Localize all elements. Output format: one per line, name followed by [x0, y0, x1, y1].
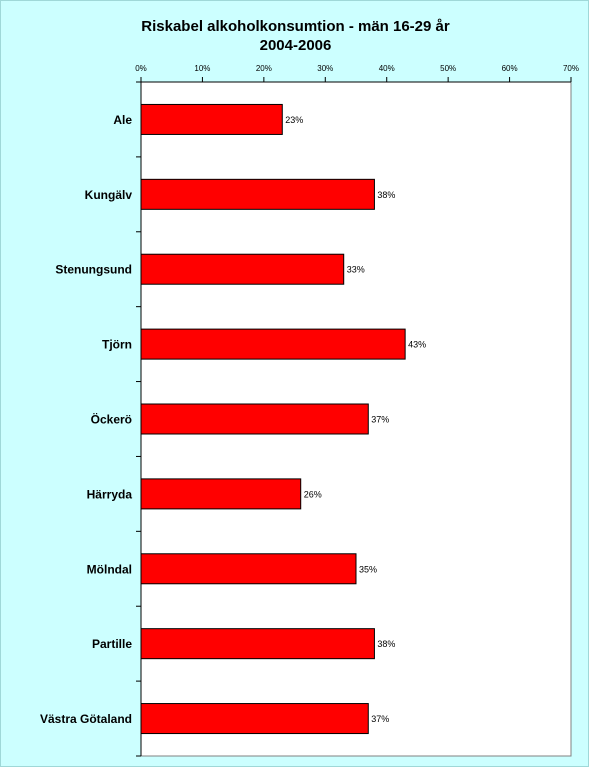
bar [140, 553, 357, 585]
chart-title-line-2: 2004-2006 [259, 37, 332, 54]
category-label: Tjörn [102, 338, 132, 352]
x-tick-label: 20% [256, 64, 272, 73]
x-tick-label: 30% [317, 64, 333, 73]
category-label: Öckerö [91, 412, 132, 427]
category-label: Härryda [87, 487, 133, 501]
category-label: Partille [92, 637, 132, 651]
bar [140, 253, 345, 285]
chart-title-line-1: Riskabel alkoholkonsumtion - män 16-29 å… [141, 18, 450, 35]
category-label: Västra Götaland [40, 712, 132, 726]
x-tick-label: 70% [563, 64, 579, 73]
data-label: 23% [285, 115, 303, 125]
x-tick-label: 10% [194, 64, 210, 73]
x-tick-label: 60% [502, 64, 518, 73]
data-label: 37% [371, 714, 389, 724]
x-tick-label: 40% [379, 64, 395, 73]
category-label: Ale [113, 113, 132, 127]
data-label: 38% [377, 639, 395, 649]
bar [140, 103, 283, 135]
category-label: Stenungsund [55, 263, 132, 277]
category-label: Mölndal [87, 562, 132, 576]
x-tick-label: 50% [440, 64, 456, 73]
bar [140, 628, 375, 660]
bar [140, 703, 369, 735]
bar [140, 478, 302, 510]
bar [140, 178, 375, 210]
data-label: 26% [304, 489, 322, 499]
data-label: 43% [408, 340, 426, 350]
x-tick-label: 0% [135, 64, 147, 73]
bar [140, 403, 369, 435]
category-label: Kungälv [85, 188, 133, 202]
data-label: 37% [371, 415, 389, 425]
chart-title: Riskabel alkoholkonsumtion - män 16-29 å… [1, 17, 589, 55]
data-label: 33% [347, 265, 365, 275]
data-label: 38% [377, 190, 395, 200]
data-label: 35% [359, 564, 377, 574]
bar [140, 328, 406, 360]
